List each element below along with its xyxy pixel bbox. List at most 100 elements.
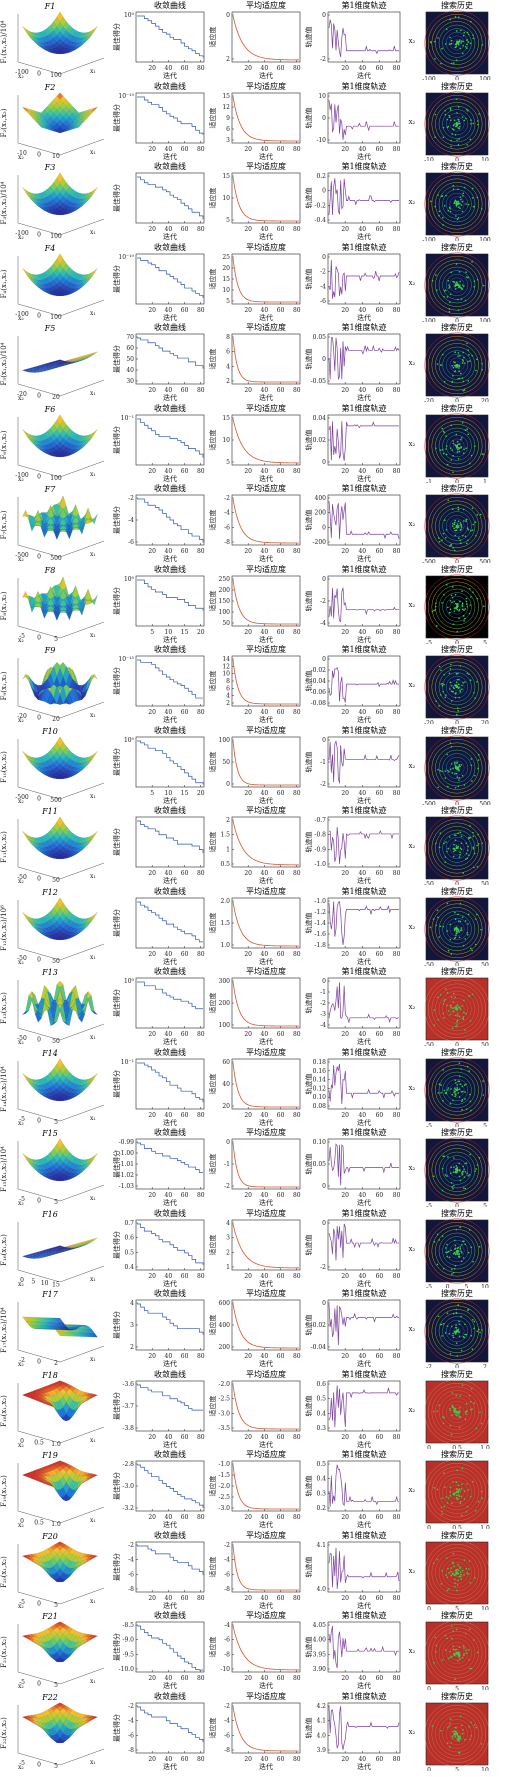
panel-axes-box xyxy=(231,11,301,63)
conv-panel: 收敛曲线 最佳得分 迭代 20 40 60 80 xyxy=(112,161,208,241)
surface-zlabel: F₂₂(x₁,x₂) xyxy=(0,1716,8,1748)
surface-mesh xyxy=(22,575,98,621)
x-tick-label: 1 xyxy=(483,479,487,483)
x-tick-label: 60 xyxy=(181,387,189,394)
traj-panel: 第1维度轨迹 轨迹值 迭代 20 40 60 80 4.05 4.00 3.95 3.90 xyxy=(304,1610,404,1690)
y-tick-label: 10⁰ xyxy=(124,576,135,583)
hist-svg: 搜索历史x₂x₁-505 xyxy=(409,564,490,644)
conv-panel: 收敛曲线 最佳得分 迭代 20 40 60 80 xyxy=(112,886,208,966)
x-tick-label: 60 xyxy=(376,790,384,797)
x-tick-label: 20 xyxy=(341,1192,349,1199)
surf-svg: F3 F₃(x₁,x₂)/10⁴ -100 0 100 x₂ x₁ xyxy=(0,163,105,241)
panel-xlabel: 迭代 xyxy=(259,1601,273,1610)
surface-y-axis xyxy=(59,379,105,397)
panel-xlabel: 迭代 xyxy=(357,1198,371,1207)
x-tick-label: 60 xyxy=(277,1514,285,1521)
x-tick-label: 5 xyxy=(455,1686,459,1690)
y-tick-label: 0 xyxy=(322,115,326,122)
y-tick-label: -2.5 xyxy=(218,1494,230,1501)
x-tick-label: 60 xyxy=(376,629,384,636)
x-tick-label: -5 xyxy=(426,1284,432,1288)
y-tick-label: 15 xyxy=(222,415,230,422)
surface-axis-label-x1: x₁ xyxy=(90,1678,96,1685)
conv-panel: 收敛曲线 最佳得分 迭代 20 40 60 80 -2 -4 -6 xyxy=(112,483,208,563)
surface-axis-label-x2: x₂ xyxy=(18,1764,24,1771)
panel-title: 第1维度轨迹 xyxy=(341,1691,386,1701)
x-tick-label: 40 xyxy=(358,1675,366,1682)
surface-mesh xyxy=(22,252,98,296)
surface-title: F15 xyxy=(41,1129,58,1138)
figure-row-f16: F16 F₁₆(x₁,x₂) 0 5 10 15 x₂ x₁ 收敛曲线 最佳得分 迭代 20 40 60 8… xyxy=(0,1208,521,1288)
convergence-line xyxy=(137,96,204,135)
panel-title: 第1维度轨迹 xyxy=(341,805,386,815)
panel-title: 平均适应度 xyxy=(246,1691,286,1701)
x-tick-label: 80 xyxy=(197,1434,205,1441)
convergence-line xyxy=(137,1384,203,1410)
x-tick-label: 60 xyxy=(181,1514,189,1521)
x-tick-label: 20 xyxy=(244,146,252,153)
surface-tick: 0 xyxy=(37,1681,41,1688)
trajectory-line xyxy=(328,1304,399,1346)
x-tick-label: 60 xyxy=(376,1112,384,1119)
trajectory-line xyxy=(328,501,400,540)
avg-fitness-line xyxy=(232,1545,300,1590)
surface-tick: 10 xyxy=(41,1280,49,1287)
y-tick-label: 4.00 xyxy=(313,1637,327,1644)
panel-axes-box xyxy=(135,1460,205,1512)
panel-title: 收敛曲线 xyxy=(154,1288,186,1298)
y-tick-label: 8 xyxy=(226,334,230,341)
panel-axes-box xyxy=(327,1380,401,1431)
history-points xyxy=(432,1552,476,1591)
surface-title: F7 xyxy=(44,485,57,494)
panel-title: 第1维度轨迹 xyxy=(341,403,386,413)
x-tick-label: 80 xyxy=(393,226,401,233)
x-tick-label: 40 xyxy=(261,1031,269,1038)
panel-title: 平均适应度 xyxy=(246,1208,286,1218)
y-tick-label: 0.05 xyxy=(313,334,327,341)
figure-row-f10: F10 F₁₀(x₁,x₂) -500 0 500 x₂ x₁ 收敛曲线 最佳得分 迭代 5 10 15… xyxy=(0,725,521,805)
x-tick-label: 60 xyxy=(277,629,285,636)
surface-tick: -100 xyxy=(15,230,29,237)
y-tick-label: 10⁰ xyxy=(124,737,135,744)
surface-axis-label-x1: x₁ xyxy=(90,632,96,639)
panel-ylabel: x₂ xyxy=(409,842,416,850)
hist-svg: 搜索历史x₂x₁-202 xyxy=(409,1288,490,1368)
panel-ylabel: 最佳得分 xyxy=(112,104,121,132)
y-tick-label: 60 xyxy=(126,345,134,352)
x-tick-label: 80 xyxy=(293,307,301,314)
x-tick-label: 20 xyxy=(244,1273,252,1280)
y-tick-label: 0 xyxy=(322,737,326,744)
panel-xlabel: 迭代 xyxy=(259,1440,273,1449)
surface-mesh xyxy=(22,495,98,540)
panel-title: 收敛曲线 xyxy=(154,0,186,10)
x-tick-label: 20 xyxy=(197,790,205,797)
surface-mesh xyxy=(22,413,98,457)
x-tick-label: 80 xyxy=(197,1675,205,1682)
y-tick-label: 0.2 xyxy=(316,1505,326,1512)
y-tick-label: 200 xyxy=(315,510,327,517)
surface-zlabel: F₁(x₁,x₂)/10⁴ xyxy=(0,20,8,63)
y-tick-label: 3 xyxy=(226,1234,230,1241)
panel-title: 收敛曲线 xyxy=(154,644,186,654)
x-tick-label: 20 xyxy=(148,1675,156,1682)
panel-ylabel: 轨迹值 xyxy=(304,912,313,933)
surface-title: F11 xyxy=(41,807,58,816)
surf-panel: F14 F₁₄(x₁,x₂)/10⁴ -5 0 5 x₂ x₁ xyxy=(0,1047,112,1127)
y-tick-label: -1.6 xyxy=(314,931,326,938)
panel-title: 搜索历史 xyxy=(441,1530,473,1540)
surface-mesh xyxy=(22,1621,98,1663)
surface-axis-label-x2: x₂ xyxy=(18,315,24,322)
surface-tick: 0.5 xyxy=(34,1439,44,1446)
surface-axis-label-x2: x₂ xyxy=(18,154,24,161)
x-tick-label: 40 xyxy=(165,1112,173,1119)
panel-axes-box xyxy=(135,1219,205,1270)
x-tick-label: 20 xyxy=(341,1434,349,1441)
x-tick-label: 40 xyxy=(261,387,269,394)
x-tick-label: -1 xyxy=(426,479,432,483)
x-tick-label: 0.5 xyxy=(452,1525,462,1529)
